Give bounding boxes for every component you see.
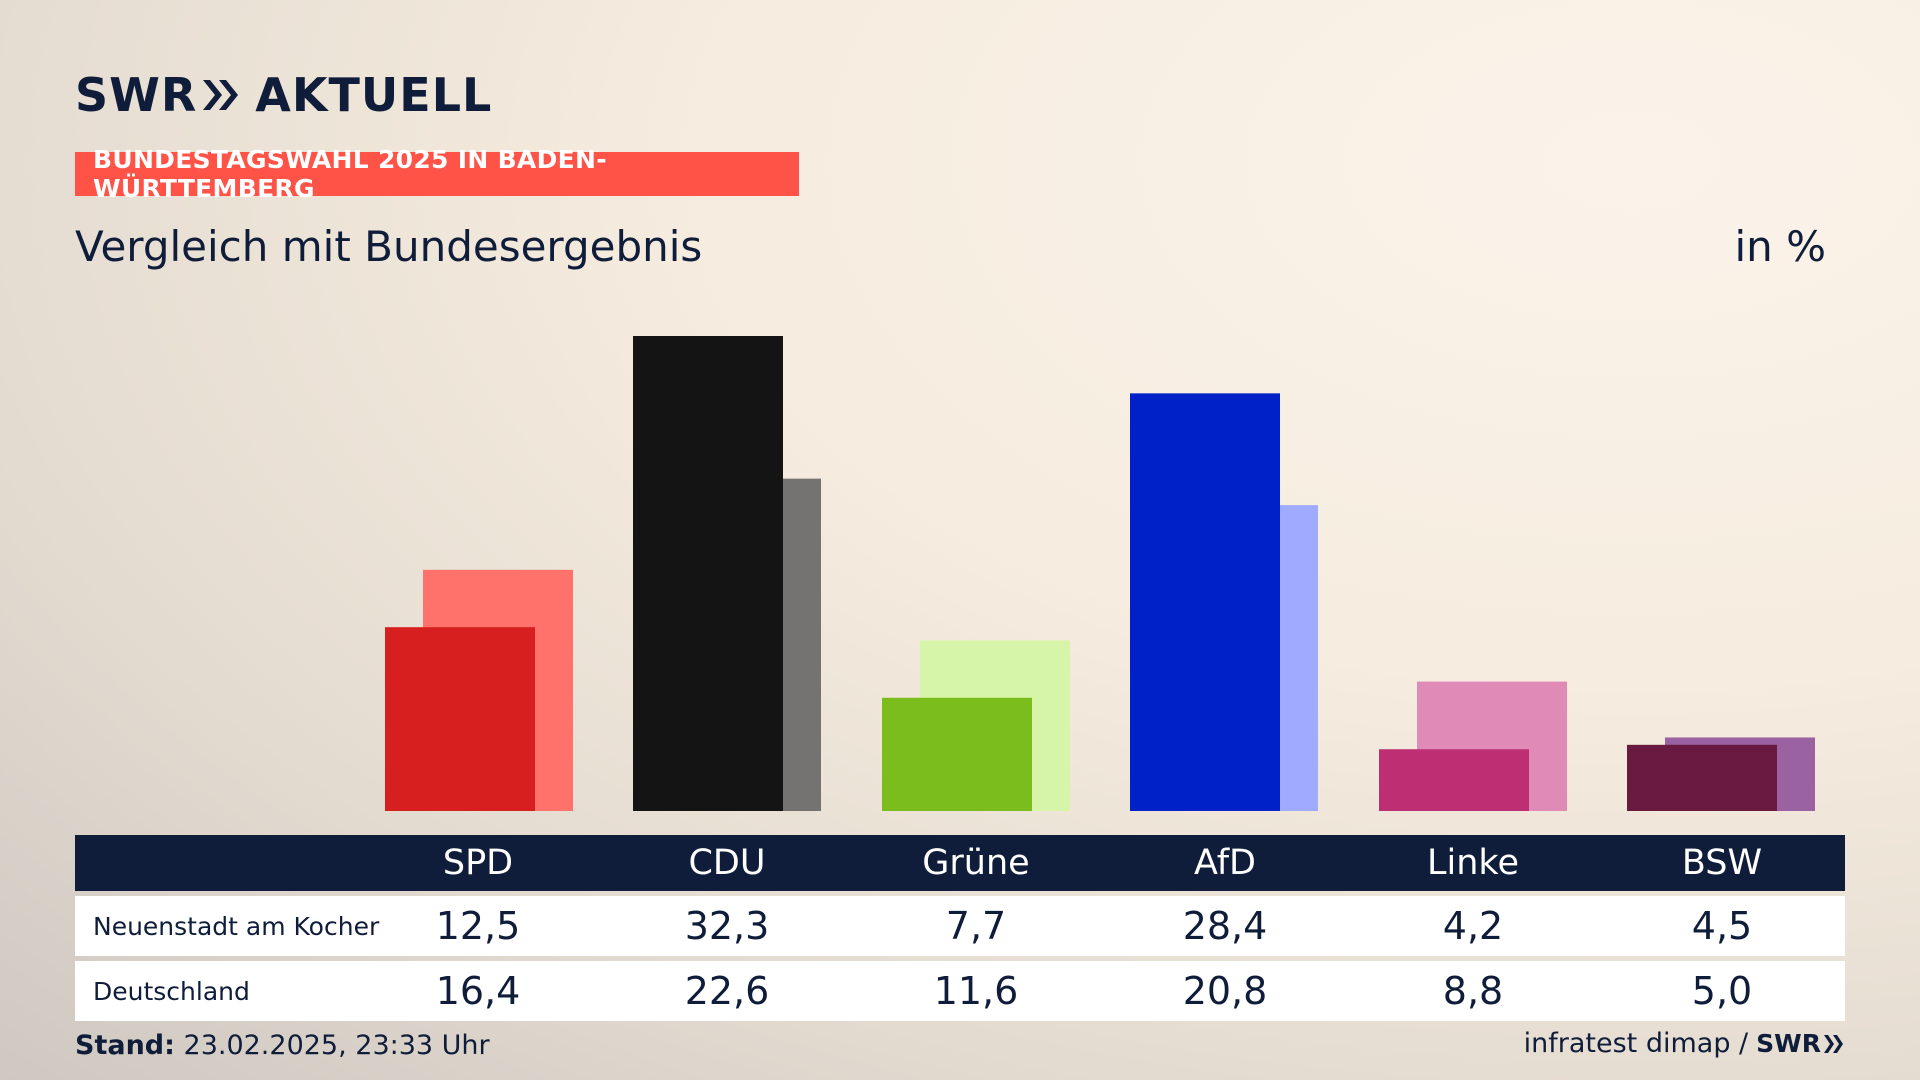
source-credit: infratest dimap / SWR: [1524, 1028, 1845, 1059]
chart-subtitle: Vergleich mit Bundesergebnis: [75, 222, 703, 271]
cell-national-afd: 20,8: [1182, 969, 1268, 1013]
swr-small-logo-text: SWR: [1756, 1029, 1821, 1058]
header-linke: Linke: [1427, 843, 1519, 883]
cell-national-linke: 8,8: [1442, 969, 1504, 1013]
bar-local-spd: [385, 627, 535, 811]
cell-local-afd: 28,4: [1182, 904, 1268, 948]
bar-local-bsw: [1627, 744, 1777, 811]
header-afd: AfD: [1194, 843, 1256, 883]
cell-national-gruene: 11,6: [933, 969, 1019, 1013]
bar-chart: [385, 336, 1815, 811]
bar-local-linke: [1379, 749, 1529, 811]
timestamp: Stand: 23.02.2025, 23:33 Uhr: [75, 1030, 490, 1061]
stand-label: Stand:: [75, 1030, 175, 1061]
stand-value: 23.02.2025, 23:33 Uhr: [183, 1030, 490, 1061]
table-header: SPD CDU Grüne AfD Linke BSW: [75, 835, 1845, 891]
small-double-chevron-icon: [1824, 1034, 1843, 1053]
table-row-local: Neuenstadt am Kocher 12,5 32,3 7,7 28,4 …: [75, 896, 1845, 956]
swr-small-logo: SWR: [1756, 1029, 1845, 1058]
bar-local-afd: [1130, 393, 1280, 811]
logo-swr-text: SWR: [75, 68, 198, 122]
header-bsw: BSW: [1681, 843, 1763, 883]
header-gruene: Grüne: [922, 843, 1030, 883]
bar-local-cdu: [633, 336, 783, 811]
cell-local-bsw: 4,5: [1691, 904, 1753, 948]
cell-national-spd: 16,4: [435, 969, 521, 1013]
cell-local-spd: 12,5: [435, 904, 521, 948]
cell-local-linke: 4,2: [1442, 904, 1504, 948]
unit-label: in %: [1734, 222, 1826, 271]
cell-local-gruene: 7,7: [945, 904, 1007, 948]
bar-local-gruene: [882, 697, 1032, 811]
cell-local-cdu: 32,3: [684, 904, 770, 948]
cell-national-bsw: 5,0: [1691, 969, 1753, 1013]
swr-aktuell-logo: SWR AKTUELL: [75, 68, 492, 122]
header-cdu: CDU: [688, 843, 766, 883]
double-chevron-icon: [201, 78, 241, 112]
results-table: SPD CDU Grüne AfD Linke BSW Neuenstadt a…: [75, 835, 1845, 1021]
row-label-local: Neuenstadt am Kocher: [93, 911, 380, 941]
table-row-national: Deutschland 16,4 22,6 11,6 20,8 8,8 5,0: [75, 961, 1845, 1021]
logo-aktuell-text: AKTUELL: [255, 68, 493, 122]
source-text: infratest dimap /: [1523, 1028, 1749, 1059]
header-spd: SPD: [442, 843, 514, 883]
cell-national-cdu: 22,6: [684, 969, 770, 1013]
row-label-national: Deutschland: [93, 976, 250, 1006]
